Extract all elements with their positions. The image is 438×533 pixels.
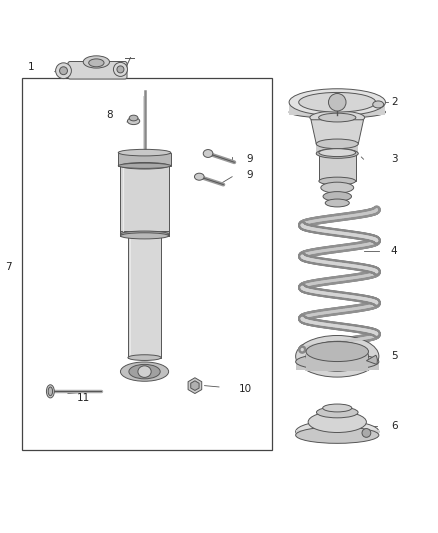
Text: 5: 5 xyxy=(391,351,398,361)
FancyBboxPatch shape xyxy=(68,61,127,79)
Bar xyxy=(319,152,356,181)
Ellipse shape xyxy=(120,163,169,169)
Text: 11: 11 xyxy=(77,393,90,403)
Bar xyxy=(120,166,169,236)
Ellipse shape xyxy=(88,59,104,67)
Wedge shape xyxy=(366,355,377,365)
Ellipse shape xyxy=(323,404,352,412)
Ellipse shape xyxy=(316,149,358,158)
Bar xyxy=(316,144,358,155)
Ellipse shape xyxy=(120,233,169,239)
Text: 9: 9 xyxy=(246,169,253,180)
Ellipse shape xyxy=(308,411,366,432)
Bar xyxy=(289,102,385,115)
Ellipse shape xyxy=(129,115,138,121)
Text: 1: 1 xyxy=(27,62,34,72)
Circle shape xyxy=(113,62,127,76)
Text: 10: 10 xyxy=(239,384,252,394)
Bar xyxy=(296,430,379,435)
Ellipse shape xyxy=(289,89,385,116)
Ellipse shape xyxy=(118,163,171,168)
Ellipse shape xyxy=(316,407,358,418)
Text: 7: 7 xyxy=(5,262,12,271)
Circle shape xyxy=(117,66,124,73)
Ellipse shape xyxy=(194,173,204,180)
Ellipse shape xyxy=(296,421,379,442)
Ellipse shape xyxy=(319,177,356,185)
Text: 4: 4 xyxy=(391,246,398,256)
Bar xyxy=(120,231,169,236)
Text: 9: 9 xyxy=(246,154,253,164)
Ellipse shape xyxy=(127,118,140,125)
Ellipse shape xyxy=(373,101,384,108)
Ellipse shape xyxy=(48,387,53,395)
Circle shape xyxy=(56,63,71,78)
Ellipse shape xyxy=(203,150,213,157)
Ellipse shape xyxy=(83,56,110,68)
Polygon shape xyxy=(311,120,364,144)
Ellipse shape xyxy=(316,139,358,149)
Ellipse shape xyxy=(296,353,379,370)
Ellipse shape xyxy=(138,366,151,377)
Ellipse shape xyxy=(321,182,354,193)
Bar xyxy=(296,362,379,369)
Ellipse shape xyxy=(120,231,169,237)
Bar xyxy=(128,236,161,359)
Circle shape xyxy=(60,67,67,75)
Bar xyxy=(306,352,368,372)
Ellipse shape xyxy=(289,106,385,118)
Text: 6: 6 xyxy=(391,422,398,431)
Ellipse shape xyxy=(323,191,351,201)
Ellipse shape xyxy=(319,149,356,157)
Ellipse shape xyxy=(296,427,379,443)
Ellipse shape xyxy=(318,113,356,122)
Bar xyxy=(22,78,272,450)
Ellipse shape xyxy=(118,149,171,156)
Text: 3: 3 xyxy=(391,154,398,164)
Circle shape xyxy=(362,429,371,437)
Ellipse shape xyxy=(128,355,161,360)
Ellipse shape xyxy=(46,385,54,398)
Bar xyxy=(118,152,171,166)
Ellipse shape xyxy=(306,341,368,372)
Text: 8: 8 xyxy=(106,110,113,120)
Ellipse shape xyxy=(310,111,364,124)
Ellipse shape xyxy=(299,92,376,112)
Ellipse shape xyxy=(325,199,350,207)
Ellipse shape xyxy=(120,362,169,381)
Text: 2: 2 xyxy=(391,97,398,107)
Ellipse shape xyxy=(129,365,160,379)
Ellipse shape xyxy=(296,335,379,377)
Ellipse shape xyxy=(306,342,368,361)
Circle shape xyxy=(328,93,346,111)
